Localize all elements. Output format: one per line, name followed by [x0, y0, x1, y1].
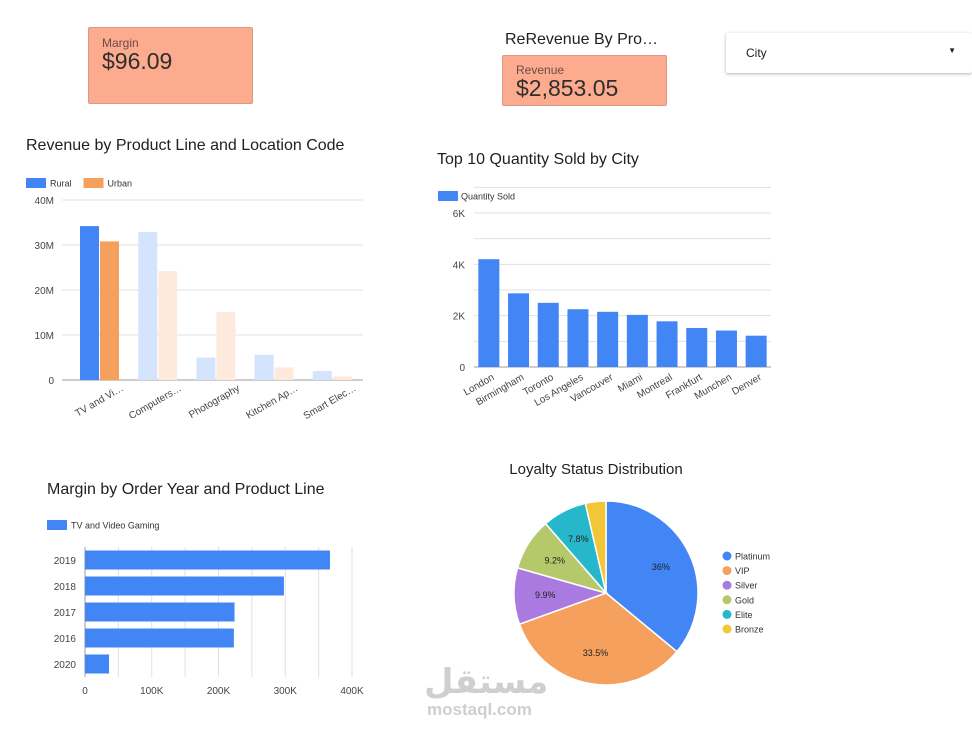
legend-label: Platinum: [735, 552, 770, 562]
watermark-arabic: مستقل: [424, 663, 549, 701]
chart-title: Margin by Order Year and Product Line: [47, 481, 325, 498]
legend-dot: [722, 566, 732, 576]
legend-dot: [722, 624, 732, 634]
y-tick-label: 2016: [54, 634, 77, 645]
pie-slice: [518, 592, 678, 686]
x-tick-label: Kitchen Ap…: [245, 383, 301, 421]
chart-title: Top 10 Quantity Sold by City: [437, 151, 639, 168]
y-tick-label: 6K: [453, 209, 466, 220]
slice-label: 9.2%: [544, 555, 565, 565]
bar: [216, 312, 236, 380]
y-tick-label: 10M: [35, 331, 54, 342]
y-tick-label: 2019: [54, 556, 77, 567]
pie-slice: [605, 500, 699, 653]
bar: [274, 367, 294, 380]
legend-dot: [722, 580, 732, 590]
bar: [745, 335, 767, 367]
x-tick-label: Smart Elec…: [302, 383, 359, 422]
watermark-latin: mostaql.com: [427, 700, 532, 719]
bar: [537, 302, 559, 367]
bar: [626, 314, 648, 367]
y-tick-label: 30M: [35, 241, 54, 252]
bar: [478, 259, 500, 367]
slice-label: 33.5%: [583, 648, 609, 658]
bar: [100, 241, 119, 380]
legend-label: Rural: [50, 179, 72, 189]
city-filter-label: City: [746, 46, 767, 60]
legend-label: Gold: [735, 595, 754, 605]
bar: [597, 311, 619, 367]
y-tick-label: 2017: [54, 608, 77, 619]
caret-down-icon: ▼: [948, 46, 956, 55]
revenue-scorecard: Revenue $2,853.05: [502, 55, 667, 106]
x-tick-label: 400K: [340, 686, 364, 697]
x-tick-label: 100K: [140, 686, 164, 697]
revenue-value: $2,853.05: [516, 75, 619, 101]
y-tick-label: 20M: [35, 286, 54, 297]
chart-title: Revenue by Product Line and Location Cod…: [26, 137, 345, 154]
legend-dot: [722, 609, 732, 619]
legend-label: TV and Video Gaming: [71, 521, 159, 531]
bar: [254, 354, 274, 380]
legend-dot: [722, 551, 732, 561]
x-tick-label: 300K: [274, 686, 298, 697]
pie-slice: [584, 500, 607, 594]
bar: [686, 327, 708, 367]
bar: [656, 321, 678, 367]
y-tick-label: 4K: [453, 260, 466, 271]
legend-label: Silver: [735, 581, 758, 591]
bar: [312, 371, 332, 380]
legend-label: Elite: [735, 610, 753, 620]
bar: [85, 602, 235, 622]
y-tick-label: 0: [48, 376, 54, 387]
margin-value: $96.09: [102, 48, 173, 74]
legend-swatch: [47, 520, 67, 530]
x-tick-label: Computers…: [127, 383, 184, 422]
y-tick-label: 2K: [453, 312, 466, 323]
x-tick-label: 0: [82, 686, 88, 697]
bar: [85, 576, 284, 596]
legend-label: Quantity Sold: [461, 192, 515, 202]
x-tick-label: Denver: [730, 372, 764, 398]
y-tick-label: 0: [459, 363, 465, 374]
chart-title: Loyalty Status Distribution: [509, 461, 682, 478]
x-tick-label: TV and Vi…: [73, 383, 125, 419]
bar: [138, 231, 158, 380]
legend-swatch: [26, 178, 46, 188]
revenue-by-product-title: ReRevenue By Pro…: [505, 31, 658, 48]
slice-label: 7.8%: [568, 534, 589, 544]
bar: [332, 376, 352, 380]
bar: [85, 550, 330, 570]
bar: [80, 226, 99, 380]
legend-dot: [722, 595, 732, 605]
bar: [508, 293, 530, 367]
y-tick-label: 2018: [54, 582, 77, 593]
legend-label: VIP: [735, 566, 750, 576]
x-tick-label: 200K: [207, 686, 231, 697]
bar: [85, 628, 234, 648]
bar: [567, 309, 589, 367]
legend-label: Bronze: [735, 625, 764, 635]
y-tick-label: 40M: [35, 196, 54, 207]
city-filter-dropdown[interactable]: City ▼: [726, 33, 972, 73]
bar: [158, 271, 178, 380]
revenue-label: Revenue: [516, 63, 565, 77]
x-tick-label: Photography: [187, 383, 242, 421]
margin-scorecard: Margin $96.09: [88, 27, 253, 104]
bar: [196, 357, 216, 380]
legend-swatch: [83, 178, 104, 188]
legend-label: Urban: [108, 179, 133, 189]
bar: [85, 654, 110, 674]
slice-label: 36%: [652, 562, 670, 572]
bar: [715, 330, 737, 367]
slice-label: 9.9%: [535, 590, 556, 600]
margin-label: Margin: [102, 36, 139, 50]
legend-swatch: [438, 191, 458, 201]
y-tick-label: 2020: [54, 660, 77, 671]
watermark: مستقل mostaql.com: [424, 662, 549, 719]
